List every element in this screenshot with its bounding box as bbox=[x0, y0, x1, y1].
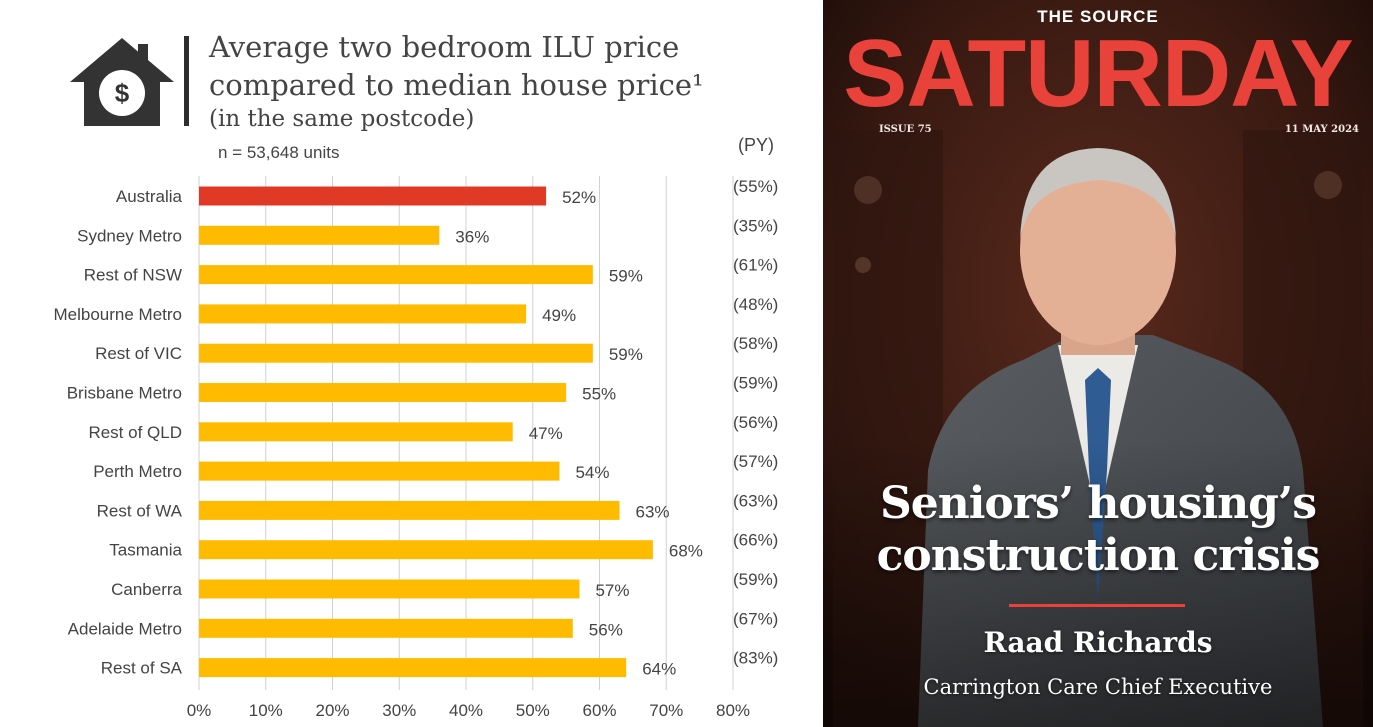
prior-year-label: (67%) bbox=[733, 609, 778, 628]
data-label: 68% bbox=[669, 542, 703, 561]
data-label: 49% bbox=[542, 306, 576, 325]
bar bbox=[199, 500, 620, 520]
chart-title-line-2: compared to median house price¹ bbox=[209, 68, 704, 102]
category-label: Perth Metro bbox=[93, 462, 182, 481]
headline-divider bbox=[1009, 604, 1185, 607]
x-tick-label: 30% bbox=[382, 701, 416, 720]
category-label: Australia bbox=[116, 187, 183, 206]
dollar-symbol: $ bbox=[115, 78, 130, 108]
category-label: Rest of WA bbox=[97, 501, 183, 520]
prior-year-header: (PY) bbox=[738, 135, 774, 155]
bar bbox=[199, 422, 513, 442]
person-name: Raad Richards bbox=[983, 626, 1213, 659]
bar bbox=[199, 618, 573, 638]
prior-year-label: (61%) bbox=[733, 256, 778, 275]
data-label: 54% bbox=[575, 463, 609, 482]
prior-year-label: (58%) bbox=[733, 334, 778, 353]
category-label: Rest of NSW bbox=[84, 266, 182, 285]
prior-year-label: (83%) bbox=[733, 649, 778, 668]
house-dollar-icon: $ bbox=[70, 38, 174, 126]
bar bbox=[199, 383, 567, 402]
headline-line-1: Seniors’ housing’s bbox=[879, 478, 1317, 529]
data-label: 59% bbox=[609, 345, 643, 364]
prior-year-label: (55%) bbox=[733, 177, 778, 196]
category-label: Canberra bbox=[111, 580, 182, 599]
prior-year-label: (48%) bbox=[733, 295, 778, 314]
bar bbox=[199, 658, 627, 678]
bar bbox=[199, 540, 653, 560]
magazine-cover: THE SOURCE SATURDAY ISSUE 75 11 MAY 2024… bbox=[823, 0, 1373, 727]
data-label: 57% bbox=[595, 581, 629, 600]
category-label: Rest of QLD bbox=[88, 423, 182, 442]
x-tick-label: 40% bbox=[449, 701, 483, 720]
bar bbox=[199, 579, 580, 599]
title-divider bbox=[184, 36, 189, 126]
chart-title-line-1: Average two bedroom ILU price bbox=[209, 30, 680, 64]
category-label: Melbourne Metro bbox=[53, 305, 182, 324]
data-label: 64% bbox=[642, 660, 676, 679]
prior-year-label: (59%) bbox=[733, 374, 778, 393]
data-label: 56% bbox=[589, 620, 623, 639]
chart-title-line-3: (in the same postcode) bbox=[209, 106, 475, 132]
data-label: 63% bbox=[636, 502, 670, 521]
category-label: Adelaide Metro bbox=[68, 619, 182, 638]
category-label: Rest of SA bbox=[101, 659, 183, 678]
prior-year-label: (63%) bbox=[733, 491, 778, 510]
x-tick-label: 0% bbox=[187, 701, 212, 720]
prior-year-label: (57%) bbox=[733, 452, 778, 471]
bar bbox=[199, 186, 547, 206]
issue-date: 11 MAY 2024 bbox=[1284, 124, 1359, 135]
data-label: 52% bbox=[562, 188, 596, 207]
prior-year-label: (56%) bbox=[733, 413, 778, 432]
magazine-masthead: SATURDAY bbox=[843, 20, 1353, 127]
category-label: Tasmania bbox=[109, 541, 182, 560]
x-tick-label: 20% bbox=[315, 701, 349, 720]
prior-year-label: (35%) bbox=[733, 216, 778, 235]
x-tick-label: 10% bbox=[249, 701, 283, 720]
issue-number: ISSUE 75 bbox=[879, 124, 932, 135]
chart-panel: $ Average two bedroom ILU price compared… bbox=[53, 30, 779, 720]
data-label: 47% bbox=[529, 424, 563, 443]
x-tick-label: 70% bbox=[649, 701, 683, 720]
x-tick-label: 60% bbox=[582, 701, 616, 720]
category-label: Rest of VIC bbox=[95, 344, 182, 363]
bar bbox=[199, 343, 593, 363]
x-tick-label: 80% bbox=[716, 701, 750, 720]
category-label: Sydney Metro bbox=[77, 226, 182, 245]
prior-year-label: (59%) bbox=[733, 570, 778, 589]
bar bbox=[199, 265, 593, 285]
data-label: 59% bbox=[609, 267, 643, 286]
bar bbox=[199, 461, 560, 481]
category-label: Brisbane Metro bbox=[67, 384, 182, 403]
magazine-kicker: THE SOURCE bbox=[1037, 7, 1159, 26]
bar bbox=[199, 225, 440, 245]
data-label: 55% bbox=[582, 385, 616, 404]
sample-size-label: n = 53,648 units bbox=[218, 143, 340, 162]
bar-chart: 0% 10% 20% 30% 40% 50% 60% 70% 80% Australia 52% (5… bbox=[53, 176, 778, 720]
prior-year-label: (66%) bbox=[733, 531, 778, 550]
headline-line-2: construction crisis bbox=[876, 530, 1321, 581]
bar bbox=[199, 304, 527, 324]
person-role: Carrington Care Chief Executive bbox=[923, 675, 1273, 699]
data-label: 36% bbox=[455, 227, 489, 246]
x-tick-label: 50% bbox=[516, 701, 550, 720]
